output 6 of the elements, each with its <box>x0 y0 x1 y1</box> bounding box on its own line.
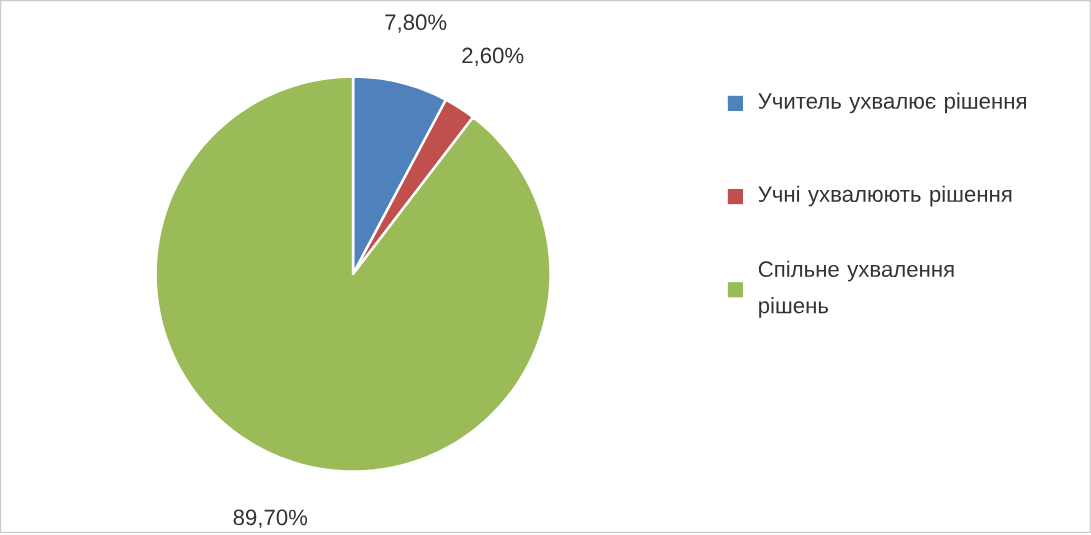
legend-label: Учитель ухвалює рішення <box>758 92 1026 114</box>
legend-label: Учні ухвалюють рішення <box>758 185 1012 207</box>
data-label: 89,70% <box>233 509 308 528</box>
data-label: 2,60% <box>462 47 524 66</box>
data-label: 7,80% <box>385 14 447 33</box>
legend-label: Спільне ухвалення рішень <box>758 260 954 318</box>
